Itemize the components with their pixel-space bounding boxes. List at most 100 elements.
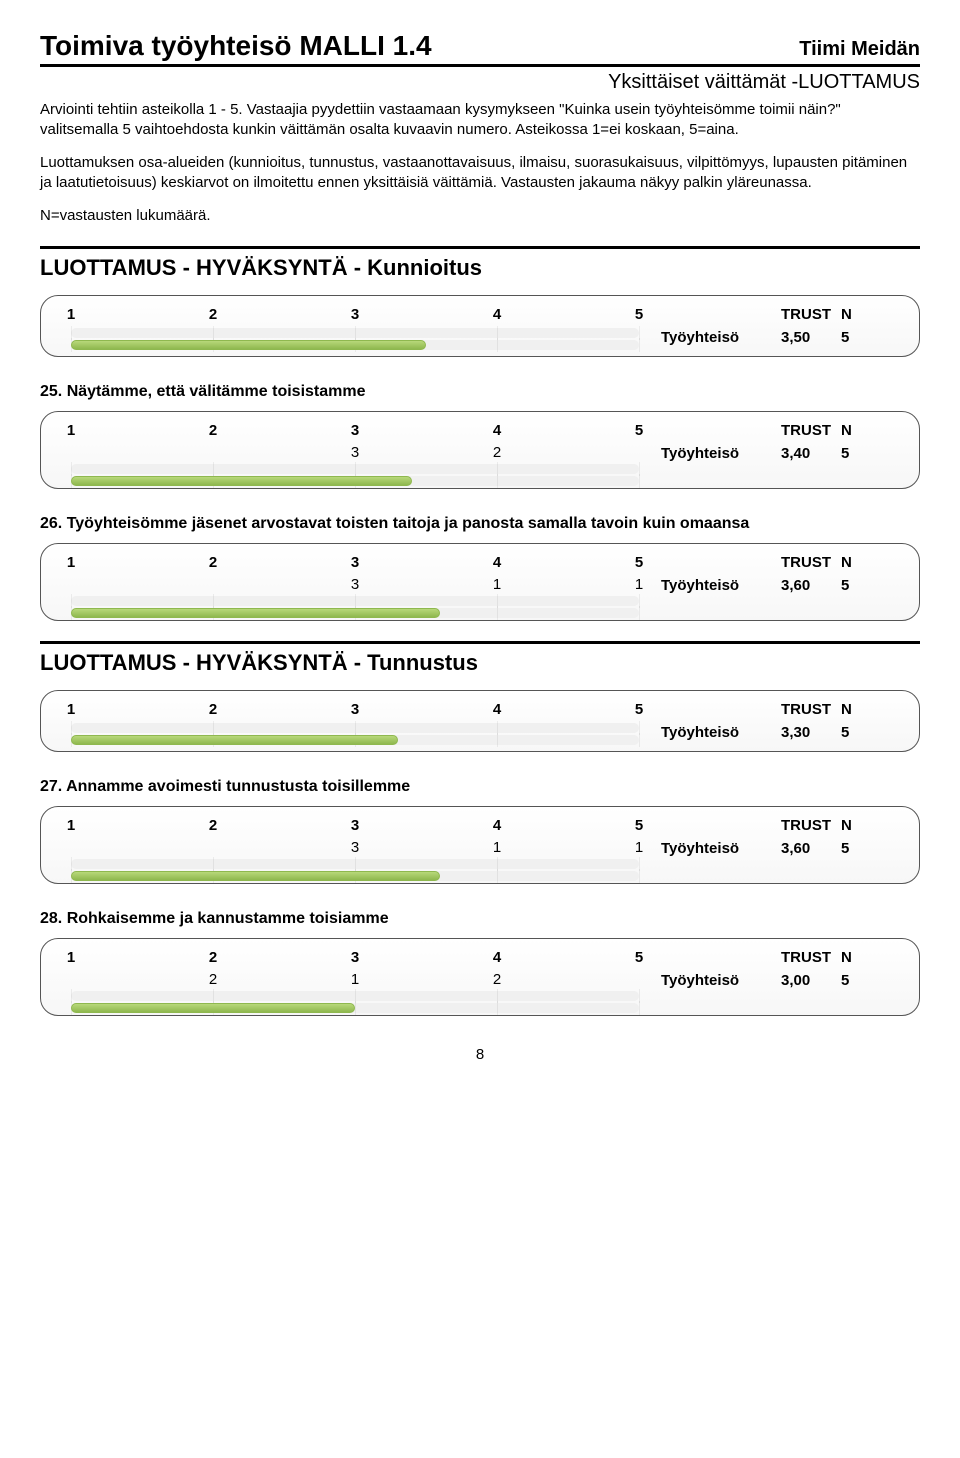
scale-row: 12345 bbox=[71, 422, 639, 442]
distribution-count: 3 bbox=[351, 576, 359, 593]
n-header: N bbox=[841, 422, 881, 439]
bar-track bbox=[71, 723, 639, 733]
n-value: 5 bbox=[841, 577, 881, 594]
scale-tick: 3 bbox=[351, 949, 359, 966]
question-title: 27. Annamme avoimesti tunnustusta toisil… bbox=[40, 778, 920, 796]
scale-tick: 2 bbox=[209, 422, 217, 439]
legend-row: Työyhteisö3,605 bbox=[661, 840, 891, 857]
value-bar bbox=[71, 476, 412, 486]
trust-header: TRUST bbox=[781, 701, 841, 718]
scale-tick: 1 bbox=[67, 949, 75, 966]
chart-legend: TRUSTNTyöyhteisö3,605 bbox=[661, 817, 891, 857]
distribution-count: 1 bbox=[635, 576, 643, 593]
scale-tick: 1 bbox=[67, 817, 75, 834]
bar-track bbox=[71, 991, 639, 1001]
scale-tick: 2 bbox=[209, 554, 217, 571]
scale-tick: 5 bbox=[635, 422, 643, 439]
n-value: 5 bbox=[841, 972, 881, 989]
legend-row: Työyhteisö3,605 bbox=[661, 577, 891, 594]
trust-value: 3,60 bbox=[781, 577, 841, 594]
section-title: LUOTTAMUS - HYVÄKSYNTÄ - Tunnustus bbox=[40, 641, 920, 676]
distribution-count: 2 bbox=[493, 444, 501, 461]
scale-tick: 5 bbox=[635, 949, 643, 966]
chart-area: 12345311 bbox=[71, 817, 639, 871]
team-name: Tiimi Meidän bbox=[799, 38, 920, 61]
scale-row: 12345 bbox=[71, 306, 639, 326]
scale-tick: 4 bbox=[493, 817, 501, 834]
scale-tick: 5 bbox=[635, 701, 643, 718]
distribution-count: 1 bbox=[635, 839, 643, 856]
chart-area: 12345 bbox=[71, 306, 639, 344]
distribution-count: 1 bbox=[493, 576, 501, 593]
chart-box: 12345311TRUSTNTyöyhteisö3,605 bbox=[40, 806, 920, 884]
chart-legend: TRUSTN Työyhteisö3,505 bbox=[661, 306, 891, 346]
distribution-row: 212 bbox=[71, 971, 639, 989]
n-value: 5 bbox=[841, 329, 881, 346]
question-title: 26. Työyhteisömme jäsenet arvostavat toi… bbox=[40, 515, 920, 533]
row-label: Työyhteisö bbox=[661, 445, 781, 462]
scale-tick: 3 bbox=[351, 554, 359, 571]
scale-tick: 1 bbox=[67, 701, 75, 718]
bar-track bbox=[71, 340, 639, 350]
bar-track bbox=[71, 859, 639, 869]
chart-area: 12345 bbox=[71, 701, 639, 739]
n-header: N bbox=[841, 817, 881, 834]
page-title: Toimiva työyhteisö MALLI 1.4 bbox=[40, 30, 432, 62]
scale-tick: 3 bbox=[351, 817, 359, 834]
page-number: 8 bbox=[40, 1046, 920, 1063]
chart-box: 12345 TRUSTNTyöyhteisö3,305 bbox=[40, 690, 920, 752]
n-header: N bbox=[841, 949, 881, 966]
legend-row: Työyhteisö3,505 bbox=[661, 329, 891, 346]
legend-header: TRUSTN bbox=[661, 554, 891, 571]
row-label: Työyhteisö bbox=[661, 329, 781, 346]
scale-row: 12345 bbox=[71, 817, 639, 837]
distribution-row: 311 bbox=[71, 576, 639, 594]
scale-tick: 4 bbox=[493, 949, 501, 966]
intro-paragraph: N=vastausten lukumäärä. bbox=[40, 206, 920, 226]
chart-area: 12345212 bbox=[71, 949, 639, 1003]
bar-track bbox=[71, 476, 639, 486]
trust-value: 3,00 bbox=[781, 972, 841, 989]
intro-paragraph: Luottamuksen osa-alueiden (kunnioitus, t… bbox=[40, 153, 920, 192]
intro-paragraph: Arviointi tehtiin asteikolla 1 - 5. Vast… bbox=[40, 100, 920, 139]
trust-header: TRUST bbox=[781, 949, 841, 966]
legend-header: TRUSTN bbox=[661, 422, 891, 439]
chart-area: 12345311 bbox=[71, 554, 639, 608]
chart-box: 12345212TRUSTNTyöyhteisö3,005 bbox=[40, 938, 920, 1016]
scale-tick: 1 bbox=[67, 306, 75, 323]
question-title: 28. Rohkaisemme ja kannustamme toisiamme bbox=[40, 910, 920, 928]
scale-tick: 2 bbox=[209, 949, 217, 966]
value-bar bbox=[71, 340, 426, 350]
bar-track bbox=[71, 328, 639, 338]
n-value: 5 bbox=[841, 840, 881, 857]
n-header: N bbox=[841, 701, 881, 718]
value-bar bbox=[71, 871, 440, 881]
distribution-count: 3 bbox=[351, 444, 359, 461]
distribution-row: 311 bbox=[71, 839, 639, 857]
scale-row: 12345 bbox=[71, 949, 639, 969]
legend-header: TRUSTN bbox=[661, 306, 891, 323]
chart-box: 12345TRUSTNTyöyhteisö3,505 bbox=[40, 295, 920, 357]
scale-tick: 3 bbox=[351, 306, 359, 323]
chart-legend: TRUSTNTyöyhteisö3,305 bbox=[661, 701, 891, 741]
value-bar bbox=[71, 608, 440, 618]
subtitle: Yksittäiset väittämät -LUOTTAMUS bbox=[40, 71, 920, 94]
scale-tick: 2 bbox=[209, 306, 217, 323]
legend-row: Työyhteisö3,405 bbox=[661, 445, 891, 462]
scale-row: 12345 bbox=[71, 701, 639, 721]
value-bar bbox=[71, 1003, 355, 1013]
distribution-count: 2 bbox=[493, 971, 501, 988]
chart-legend: TRUSTN Työyhteisö3,605 bbox=[661, 554, 891, 594]
scale-tick: 4 bbox=[493, 422, 501, 439]
row-label: Työyhteisö bbox=[661, 972, 781, 989]
trust-value: 3,30 bbox=[781, 724, 841, 741]
legend-row: Työyhteisö3,005 bbox=[661, 972, 891, 989]
trust-header: TRUST bbox=[781, 306, 841, 323]
bar-track bbox=[71, 1003, 639, 1013]
chart-box: 12345 3 2 TRUSTN Työyhteisö3,405 bbox=[40, 411, 920, 489]
n-header: N bbox=[841, 554, 881, 571]
n-header: N bbox=[841, 306, 881, 323]
scale-tick: 2 bbox=[209, 701, 217, 718]
scale-tick: 4 bbox=[493, 554, 501, 571]
row-label: Työyhteisö bbox=[661, 840, 781, 857]
